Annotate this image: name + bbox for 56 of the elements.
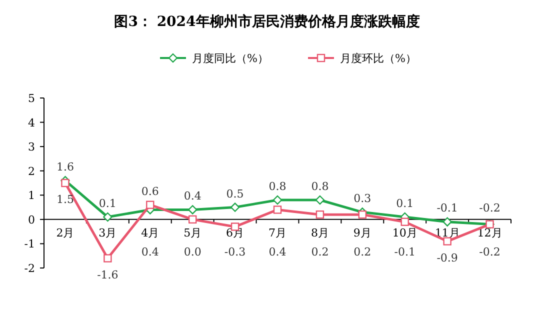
y-tick-label: 2 [28, 164, 35, 178]
x-tick-label: 5月 [184, 226, 202, 240]
data-label: 0.3 [354, 192, 372, 206]
data-label: 0.0 [184, 245, 202, 258]
point [358, 210, 367, 219]
data-label: 0.8 [311, 180, 329, 193]
point [61, 178, 70, 188]
x-tick-label: 8月 [310, 226, 329, 240]
x-tick-label: 2月 [56, 226, 74, 240]
y-tick-label: 3 [28, 140, 35, 154]
data-label: 1.6 [56, 160, 74, 174]
point [103, 212, 112, 222]
data-label: 0.6 [141, 184, 159, 198]
data-label: -0.1 [394, 245, 416, 258]
x-tick-label: 7月 [268, 226, 286, 240]
y-tick-label: 4 [28, 116, 35, 130]
point [273, 206, 282, 214]
data-label: 1.5 [56, 193, 74, 206]
y-tick-label: 1 [28, 189, 35, 202]
data-label: 0.4 [184, 190, 202, 203]
x-tick-label: 9月 [353, 226, 372, 240]
data-label: 0.8 [268, 180, 286, 193]
point [146, 200, 154, 209]
x-tick-label: 3月 [98, 226, 117, 240]
data-label: -0.9 [436, 251, 458, 264]
point [315, 195, 325, 205]
point [442, 217, 452, 226]
x-tick-label: 4月 [141, 226, 160, 240]
point [316, 210, 324, 219]
y-tick-label: -2 [24, 262, 35, 275]
point [104, 254, 112, 262]
data-label: 0.2 [311, 245, 329, 258]
chart-title: 图3： 2024年柳州市居民消费价格月度涨跌幅度 [114, 13, 420, 30]
point [188, 215, 197, 224]
point [188, 205, 198, 214]
data-label: 0.1 [396, 197, 414, 210]
legend-label: 月度同比（%） [192, 52, 268, 65]
data-label: 0.2 [354, 245, 372, 258]
data-label: 0.1 [98, 197, 116, 210]
data-label: -0.1 [436, 201, 458, 214]
data-label: -0.3 [224, 245, 246, 258]
data-label: 0.4 [141, 245, 159, 258]
point [443, 237, 452, 246]
data-label: 0.4 [268, 245, 286, 258]
y-tick-label: 5 [28, 92, 35, 105]
data-label: -0.2 [479, 245, 500, 258]
y-tick-label: 0 [28, 213, 35, 226]
point [400, 218, 409, 226]
point [230, 202, 240, 212]
x-tick-label: 10月 [392, 226, 418, 240]
data-label: -0.2 [479, 201, 500, 214]
data-label: -1.6 [97, 268, 118, 282]
data-label: 0.5 [226, 187, 244, 200]
point [272, 195, 282, 205]
legend-label: 月度环比（%） [340, 52, 416, 65]
y-tick-label: -1 [24, 238, 35, 251]
